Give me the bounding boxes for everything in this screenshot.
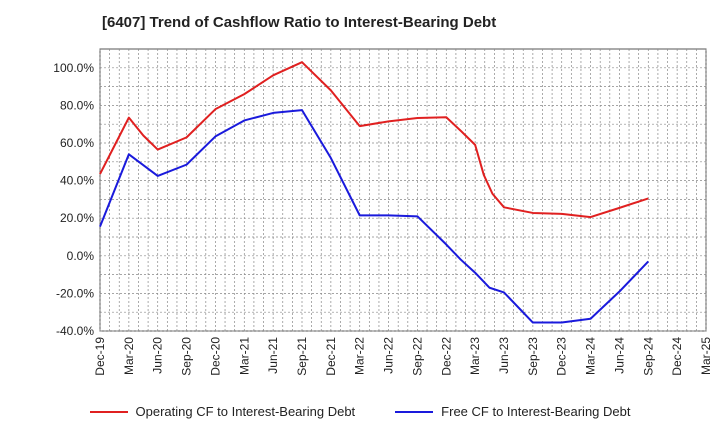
- y-tick-label: 100.0%: [53, 61, 94, 75]
- legend-item-free-cf: Free CF to Interest-Bearing Debt: [395, 404, 630, 419]
- x-tick-label: Sep-24: [641, 337, 655, 376]
- x-tick-label: Mar-20: [122, 337, 136, 375]
- legend-swatch-free-cf: [395, 410, 434, 413]
- x-tick-label: Jun-22: [382, 337, 396, 374]
- x-tick-label: Mar-24: [584, 337, 598, 375]
- line-chart: 100.0% 80.0% 60.0% 40.0% 20.0% 0.0% -20.0% -40.…: [53, 48, 713, 376]
- series-lines: [99, 61, 650, 324]
- x-tick-label: Mar-22: [353, 337, 367, 375]
- x-tick-label: Dec-22: [439, 337, 453, 376]
- chart-title: [6407] Trend of Cashflow Ratio to Intere…: [102, 14, 497, 31]
- x-tick-label: Sep-22: [410, 337, 424, 376]
- legend: Operating CF to Interest-Bearing Debt Fr…: [0, 404, 720, 419]
- y-tick-label: 0.0%: [67, 249, 95, 263]
- x-tick-label: Jun-20: [151, 337, 165, 374]
- y-tick-label: 40.0%: [60, 174, 94, 188]
- x-tick-label: Jun-21: [266, 337, 280, 374]
- x-tick-label: Dec-20: [208, 337, 222, 376]
- x-tick-labels: Dec-19 Mar-20 Jun-20 Sep-20 Dec-20 Mar-21 Jun-…: [93, 337, 713, 376]
- legend-item-operating-cf: Operating CF to Interest-Bearing Debt: [89, 404, 356, 419]
- y-tick-label: 80.0%: [60, 98, 94, 112]
- y-tick-label: 20.0%: [60, 211, 94, 225]
- y-tick-labels: 100.0% 80.0% 60.0% 40.0% 20.0% 0.0% -20.0% -40.…: [53, 61, 94, 338]
- x-tick-label: Dec-23: [555, 337, 569, 376]
- legend-swatch-operating-cf: [89, 410, 128, 413]
- x-tick-label: Dec-21: [324, 337, 338, 376]
- x-tick-label: Sep-21: [295, 337, 309, 376]
- legend-label-operating-cf: Operating CF to Interest-Bearing Debt: [135, 404, 356, 419]
- y-tick-label: 60.0%: [60, 136, 94, 150]
- x-tick-label: Mar-25: [699, 337, 713, 375]
- x-tick-label: Sep-23: [526, 337, 540, 376]
- x-tick-label: Sep-20: [180, 337, 194, 376]
- x-tick-label: Mar-21: [237, 337, 251, 375]
- plot-area: [99, 48, 707, 332]
- series-line-operating-cf: [99, 61, 649, 219]
- legend-label-free-cf: Free CF to Interest-Bearing Debt: [441, 404, 631, 419]
- x-tick-label: Dec-19: [93, 337, 107, 376]
- y-tick-label: -40.0%: [56, 324, 94, 338]
- x-tick-label: Dec-24: [670, 337, 684, 376]
- x-tick-label: Jun-24: [612, 337, 626, 374]
- x-tick-label: Jun-23: [497, 337, 511, 374]
- x-tick-label: Mar-23: [468, 337, 482, 375]
- grid-lines: [99, 49, 707, 332]
- y-tick-label: -20.0%: [56, 286, 94, 300]
- series-line-free-cf: [99, 109, 650, 324]
